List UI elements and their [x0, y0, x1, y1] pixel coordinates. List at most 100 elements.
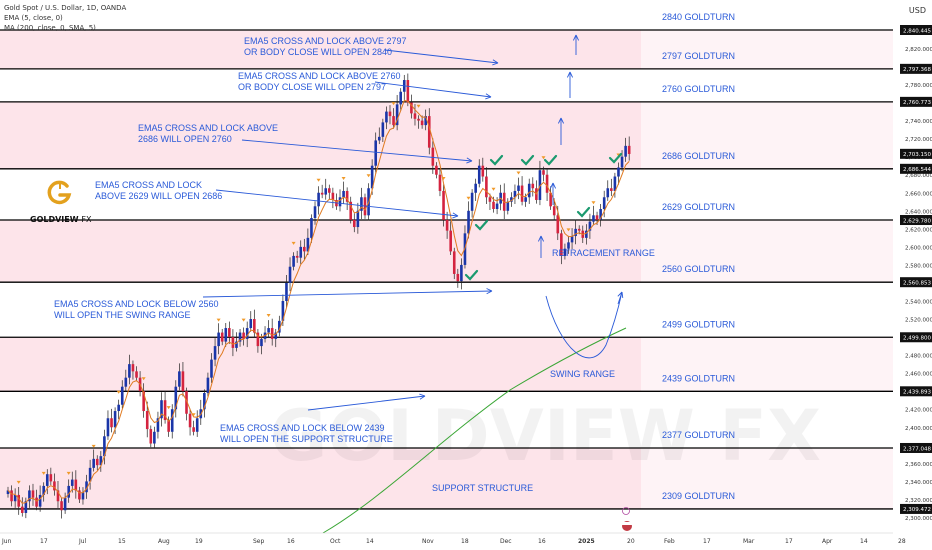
- goldturn-level-label: 2499 GOLDTURN: [662, 319, 735, 329]
- candle-body: [567, 242, 570, 249]
- candle-body: [388, 111, 392, 117]
- x-tick-label: 17: [785, 538, 793, 545]
- goldturn-level-label: 2439 GOLDTURN: [662, 373, 735, 383]
- candle-body: [449, 230, 452, 252]
- x-tick-label: Jul: [78, 538, 87, 545]
- currency-label: USD: [908, 6, 926, 15]
- candle-body: [485, 176, 488, 198]
- fractal-marker: [416, 104, 421, 108]
- candle-body: [531, 183, 535, 189]
- candle-body: [310, 218, 313, 238]
- candle-body: [306, 237, 310, 252]
- support-structure-label: SUPPORT STRUCTURE: [432, 483, 533, 493]
- goldturn-level-label: 2377 GOLDTURN: [662, 430, 735, 440]
- candle-body: [488, 197, 492, 202]
- level-price-tag: [900, 25, 932, 35]
- watermark-text: GOLDVIEW FX: [270, 395, 821, 477]
- goldturn-level-label: 2629 GOLDTURN: [662, 202, 735, 212]
- level-price-label: 2,629.780: [903, 218, 931, 224]
- fractal-marker: [91, 444, 96, 448]
- candle-body: [570, 236, 574, 243]
- candle-body: [235, 341, 238, 348]
- candle-body: [427, 116, 431, 148]
- annotation-arrow: [202, 290, 493, 298]
- y-tick-label: 2,400.000: [905, 426, 932, 432]
- annotation-arrow: [215, 189, 459, 217]
- candle-body: [56, 490, 60, 502]
- candle-body: [560, 233, 563, 256]
- candle-body: [270, 328, 274, 339]
- candle-body: [420, 120, 424, 126]
- candle-body: [492, 201, 495, 209]
- x-tick-label: Jun: [1, 538, 12, 545]
- ema-indicator-legend[interactable]: EMA (5, close, 0): [4, 14, 63, 22]
- candle-body: [445, 219, 449, 231]
- candle-body: [385, 111, 388, 123]
- ema5-line: [7, 99, 630, 504]
- candle-body: [192, 427, 195, 432]
- fractal-marker: [366, 174, 371, 178]
- candle-body: [156, 418, 160, 432]
- candle-body: [185, 391, 188, 414]
- y-tick-label: 2,320.000: [905, 498, 932, 504]
- candle-body: [224, 328, 228, 342]
- check-icon: [543, 154, 558, 166]
- arrow-head: [617, 291, 624, 299]
- y-tick-label: 2,340.000: [905, 480, 932, 486]
- candle-body: [113, 411, 117, 428]
- x-tick-label: Oct: [330, 538, 341, 545]
- y-tick-label: 2,620.000: [905, 227, 932, 233]
- retracement-range-label: RETRACEMENT RANGE: [552, 248, 655, 258]
- candle-body: [574, 228, 577, 237]
- level-price-label: 2,499.800: [903, 336, 931, 342]
- candle-body: [349, 201, 353, 220]
- annotation-text: WILL OPEN THE SUPPORT STRUCTURE: [220, 434, 393, 444]
- x-tick-label: Aug: [158, 538, 170, 545]
- candle-body: [181, 371, 185, 392]
- fractal-marker: [216, 318, 221, 322]
- candle-body: [588, 221, 592, 231]
- annotation-arrow: [374, 81, 492, 98]
- candle-body: [527, 183, 531, 198]
- candle-body: [217, 332, 220, 347]
- goldview-logo: GOLDVIEW FX: [30, 178, 91, 224]
- candle-body: [228, 328, 231, 338]
- fractal-marker: [191, 413, 196, 417]
- future-area-shade: [641, 0, 893, 533]
- candle-body: [474, 183, 477, 193]
- candle-body: [313, 206, 317, 219]
- candle-body: [627, 145, 631, 154]
- level-price-tag: [900, 63, 932, 74]
- annotation-text: ABOVE 2629 WILL OPEN 2686: [95, 191, 222, 201]
- candle-body: [274, 332, 278, 339]
- candle-body: [606, 188, 610, 198]
- swing-curve: [545, 291, 623, 359]
- arrow-head: [572, 34, 580, 41]
- x-tick-label: 16: [287, 538, 295, 545]
- logo-g-icon: [47, 180, 72, 205]
- candle-body: [545, 174, 549, 193]
- level-price-tag: [900, 277, 932, 288]
- level-price-tag: [900, 96, 932, 107]
- annotation-text: OR BODY CLOSE WILL OPEN 2840: [244, 47, 392, 57]
- candle-body: [49, 474, 53, 482]
- candle-body: [131, 364, 135, 372]
- fractal-marker: [516, 171, 521, 175]
- x-tick-label: 14: [860, 538, 868, 545]
- fractal-marker: [341, 176, 346, 180]
- candle-body: [563, 248, 567, 256]
- candle-body: [153, 431, 156, 444]
- candle-body: [506, 201, 510, 211]
- candle-body: [585, 230, 588, 238]
- annotation-text: 2686 WILL OPEN 2760: [138, 134, 232, 144]
- ma-indicator-legend[interactable]: MA (200, close, 0, SMA, 5): [4, 24, 96, 32]
- candle-body: [370, 165, 374, 189]
- level-price-tag: [900, 386, 932, 397]
- candle-body: [456, 273, 460, 282]
- level-price-label: 2,377.048: [903, 446, 931, 452]
- candle-body: [167, 420, 170, 432]
- annotation-text: OR BODY CLOSE WILL OPEN 2797: [238, 82, 386, 92]
- candle-body: [467, 210, 470, 234]
